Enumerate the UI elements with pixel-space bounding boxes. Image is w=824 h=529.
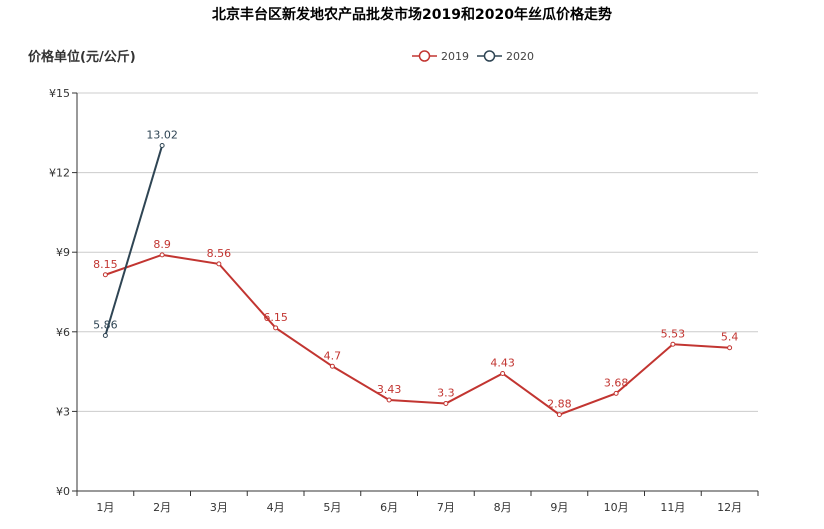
x-tick-label: 4月 bbox=[267, 501, 285, 514]
y-tick-label: ¥12 bbox=[49, 167, 70, 180]
y-tick-label: ¥9 bbox=[56, 246, 70, 259]
series-line-2020 bbox=[104, 145, 164, 336]
x-tick-label: 3月 bbox=[210, 501, 228, 514]
x-tick-label: 11月 bbox=[660, 501, 685, 514]
x-tick-label: 12月 bbox=[717, 501, 742, 514]
y-tick-label: ¥0 bbox=[56, 485, 70, 498]
data-label: 3.3 bbox=[437, 386, 455, 399]
data-label: 2.88 bbox=[547, 398, 572, 411]
data-label: 4.7 bbox=[324, 349, 342, 362]
data-point bbox=[670, 341, 676, 347]
data-point bbox=[216, 261, 222, 267]
legend-label-2019: 2019 bbox=[441, 50, 469, 63]
data-point bbox=[443, 400, 449, 406]
data-label: 5.86 bbox=[93, 319, 118, 332]
y-tick-label: ¥3 bbox=[56, 405, 70, 418]
data-point bbox=[386, 397, 392, 403]
x-tick-label: 1月 bbox=[96, 501, 114, 514]
data-label: 3.68 bbox=[604, 376, 629, 389]
x-tick-label: 2月 bbox=[153, 501, 171, 514]
series-line-2019 bbox=[105, 253, 730, 416]
data-point bbox=[159, 252, 165, 258]
data-label: 5.53 bbox=[661, 327, 686, 340]
data-label: 4.43 bbox=[490, 356, 515, 369]
x-tick-label: 10月 bbox=[604, 501, 629, 514]
y-tick-label: ¥15 bbox=[49, 87, 70, 100]
data-label: 6.15 bbox=[263, 311, 288, 324]
x-tick-label: 6月 bbox=[380, 501, 398, 514]
chart-title: 北京丰台区新发地农产品批发市场2019和2020年丝瓜价格走势 bbox=[212, 7, 612, 23]
data-point bbox=[102, 333, 108, 339]
data-point bbox=[329, 363, 335, 369]
data-label: 8.56 bbox=[207, 247, 232, 260]
data-point bbox=[273, 325, 279, 331]
data-label: 13.02 bbox=[146, 129, 178, 142]
data-label: 3.43 bbox=[377, 383, 402, 396]
x-tick-label: 7月 bbox=[437, 501, 455, 514]
data-point bbox=[556, 412, 562, 418]
y-tick-label: ¥6 bbox=[56, 326, 70, 339]
data-point bbox=[613, 390, 619, 396]
legend-marker bbox=[418, 50, 431, 62]
data-label: 8.15 bbox=[93, 258, 118, 271]
data-point bbox=[159, 143, 165, 149]
x-tick-label: 5月 bbox=[323, 501, 341, 514]
data-label: 8.9 bbox=[153, 238, 171, 251]
y-axis-label: 价格单位(元/公斤) bbox=[28, 50, 136, 65]
legend-marker bbox=[483, 50, 496, 62]
data-point bbox=[102, 272, 108, 278]
x-tick-label: 9月 bbox=[550, 501, 568, 514]
legend-label-2020: 2020 bbox=[506, 50, 534, 63]
data-point bbox=[500, 370, 506, 376]
data-point bbox=[727, 345, 733, 351]
x-tick-label: 8月 bbox=[494, 501, 512, 514]
data-label: 5.4 bbox=[721, 331, 739, 344]
